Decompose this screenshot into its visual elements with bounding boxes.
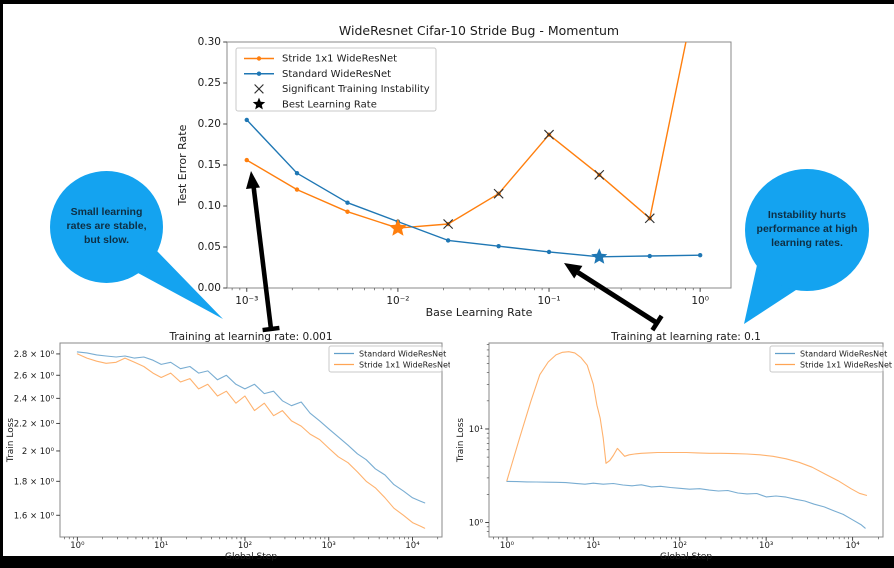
svg-text:Best Learning Rate: Best Learning Rate bbox=[282, 99, 377, 110]
svg-text:Stride 1x1 WideResNet: Stride 1x1 WideResNet bbox=[359, 361, 450, 370]
svg-text:0.25: 0.25 bbox=[198, 77, 221, 89]
svg-text:10⁻¹: 10⁻¹ bbox=[537, 295, 560, 307]
svg-text:1.6 × 10⁰: 1.6 × 10⁰ bbox=[14, 511, 55, 521]
svg-text:2.2 × 10⁰: 2.2 × 10⁰ bbox=[14, 420, 55, 430]
svg-text:0.20: 0.20 bbox=[198, 118, 221, 130]
svg-text:Training at learning rate: 0.1: Training at learning rate: 0.1 bbox=[610, 331, 761, 343]
svg-text:10²: 10² bbox=[238, 541, 252, 551]
svg-text:2 × 10⁰: 2 × 10⁰ bbox=[22, 447, 55, 457]
svg-text:10⁰: 10⁰ bbox=[691, 295, 709, 307]
svg-text:Standard WideResNet: Standard WideResNet bbox=[359, 350, 446, 359]
svg-text:Test Error Rate: Test Error Rate bbox=[176, 124, 189, 206]
svg-text:10¹: 10¹ bbox=[469, 425, 483, 435]
svg-text:2.4 × 10⁰: 2.4 × 10⁰ bbox=[14, 395, 55, 405]
svg-text:0.05: 0.05 bbox=[198, 241, 221, 253]
callout-instability: Instability hurts performance at high le… bbox=[745, 169, 869, 291]
svg-text:Standard WideResNet: Standard WideResNet bbox=[800, 350, 887, 359]
svg-text:10³: 10³ bbox=[759, 541, 773, 551]
svg-text:10³: 10³ bbox=[322, 541, 336, 551]
svg-text:10⁰: 10⁰ bbox=[70, 541, 85, 551]
svg-text:Stride 1x1 WideResNet: Stride 1x1 WideResNet bbox=[800, 361, 892, 370]
chart-test-error-vs-learning-rate: 10⁻³ 10⁻² 10⁻¹ 10⁰ 0.00 0.05 0.10 0.15 0.20 0.25 0… bbox=[176, 23, 732, 319]
svg-text:WideResnet Cifar-10 Stride Bug: WideResnet Cifar-10 Stride Bug - Momentu… bbox=[339, 23, 619, 38]
svg-text:10⁻³: 10⁻³ bbox=[235, 295, 258, 307]
svg-text:10⁴: 10⁴ bbox=[845, 541, 860, 551]
svg-text:0.15: 0.15 bbox=[198, 159, 221, 171]
svg-text:0.00: 0.00 bbox=[198, 282, 221, 294]
svg-text:2.8 × 10⁰: 2.8 × 10⁰ bbox=[14, 350, 55, 360]
svg-text:Significant Training Instabili: Significant Training Instability bbox=[282, 84, 430, 95]
svg-text:10⁴: 10⁴ bbox=[405, 541, 420, 551]
svg-text:10⁰: 10⁰ bbox=[500, 541, 515, 551]
chart-training-loss-lr-0.1: 10⁰ 10¹ 10² 10³ 10⁴ 10¹ 10⁰ Training at learnin… bbox=[456, 331, 892, 562]
svg-text:Standard WideResNet: Standard WideResNet bbox=[282, 69, 391, 80]
svg-text:Global Step: Global Step bbox=[660, 552, 712, 562]
svg-text:Training at learning rate: 0.0: Training at learning rate: 0.001 bbox=[168, 331, 332, 343]
callout-right-text: Instability hurts performance at high le… bbox=[756, 209, 858, 249]
svg-text:Stride 1x1 WideResNet: Stride 1x1 WideResNet bbox=[282, 54, 397, 65]
svg-text:Base Learning Rate: Base Learning Rate bbox=[426, 306, 533, 319]
svg-text:Train Loss: Train Loss bbox=[6, 418, 16, 464]
svg-text:Global Step: Global Step bbox=[225, 552, 277, 562]
svg-text:1.8 × 10⁰: 1.8 × 10⁰ bbox=[14, 478, 55, 488]
callout-left-text: Small learning rates are stable, but slo… bbox=[66, 206, 147, 246]
svg-text:2.6 × 10⁰: 2.6 × 10⁰ bbox=[14, 371, 55, 381]
svg-text:Train Loss: Train Loss bbox=[456, 418, 466, 464]
callout-small-learning-rates: Small learning rates are stable, but slo… bbox=[50, 171, 163, 283]
svg-text:10⁻²: 10⁻² bbox=[386, 295, 409, 307]
svg-text:10²: 10² bbox=[673, 541, 687, 551]
chart-training-loss-lr-0.001: 10⁰ 10¹ 10² 10³ 10⁴ 2.8 × 10⁰ 2.6 × 10⁰ 2.4 × 1… bbox=[6, 331, 450, 562]
svg-text:10¹: 10¹ bbox=[154, 541, 168, 551]
svg-text:10⁰: 10⁰ bbox=[469, 519, 484, 529]
svg-text:0.10: 0.10 bbox=[198, 200, 221, 212]
svg-text:0.30: 0.30 bbox=[198, 36, 221, 48]
svg-text:10¹: 10¹ bbox=[586, 541, 600, 551]
